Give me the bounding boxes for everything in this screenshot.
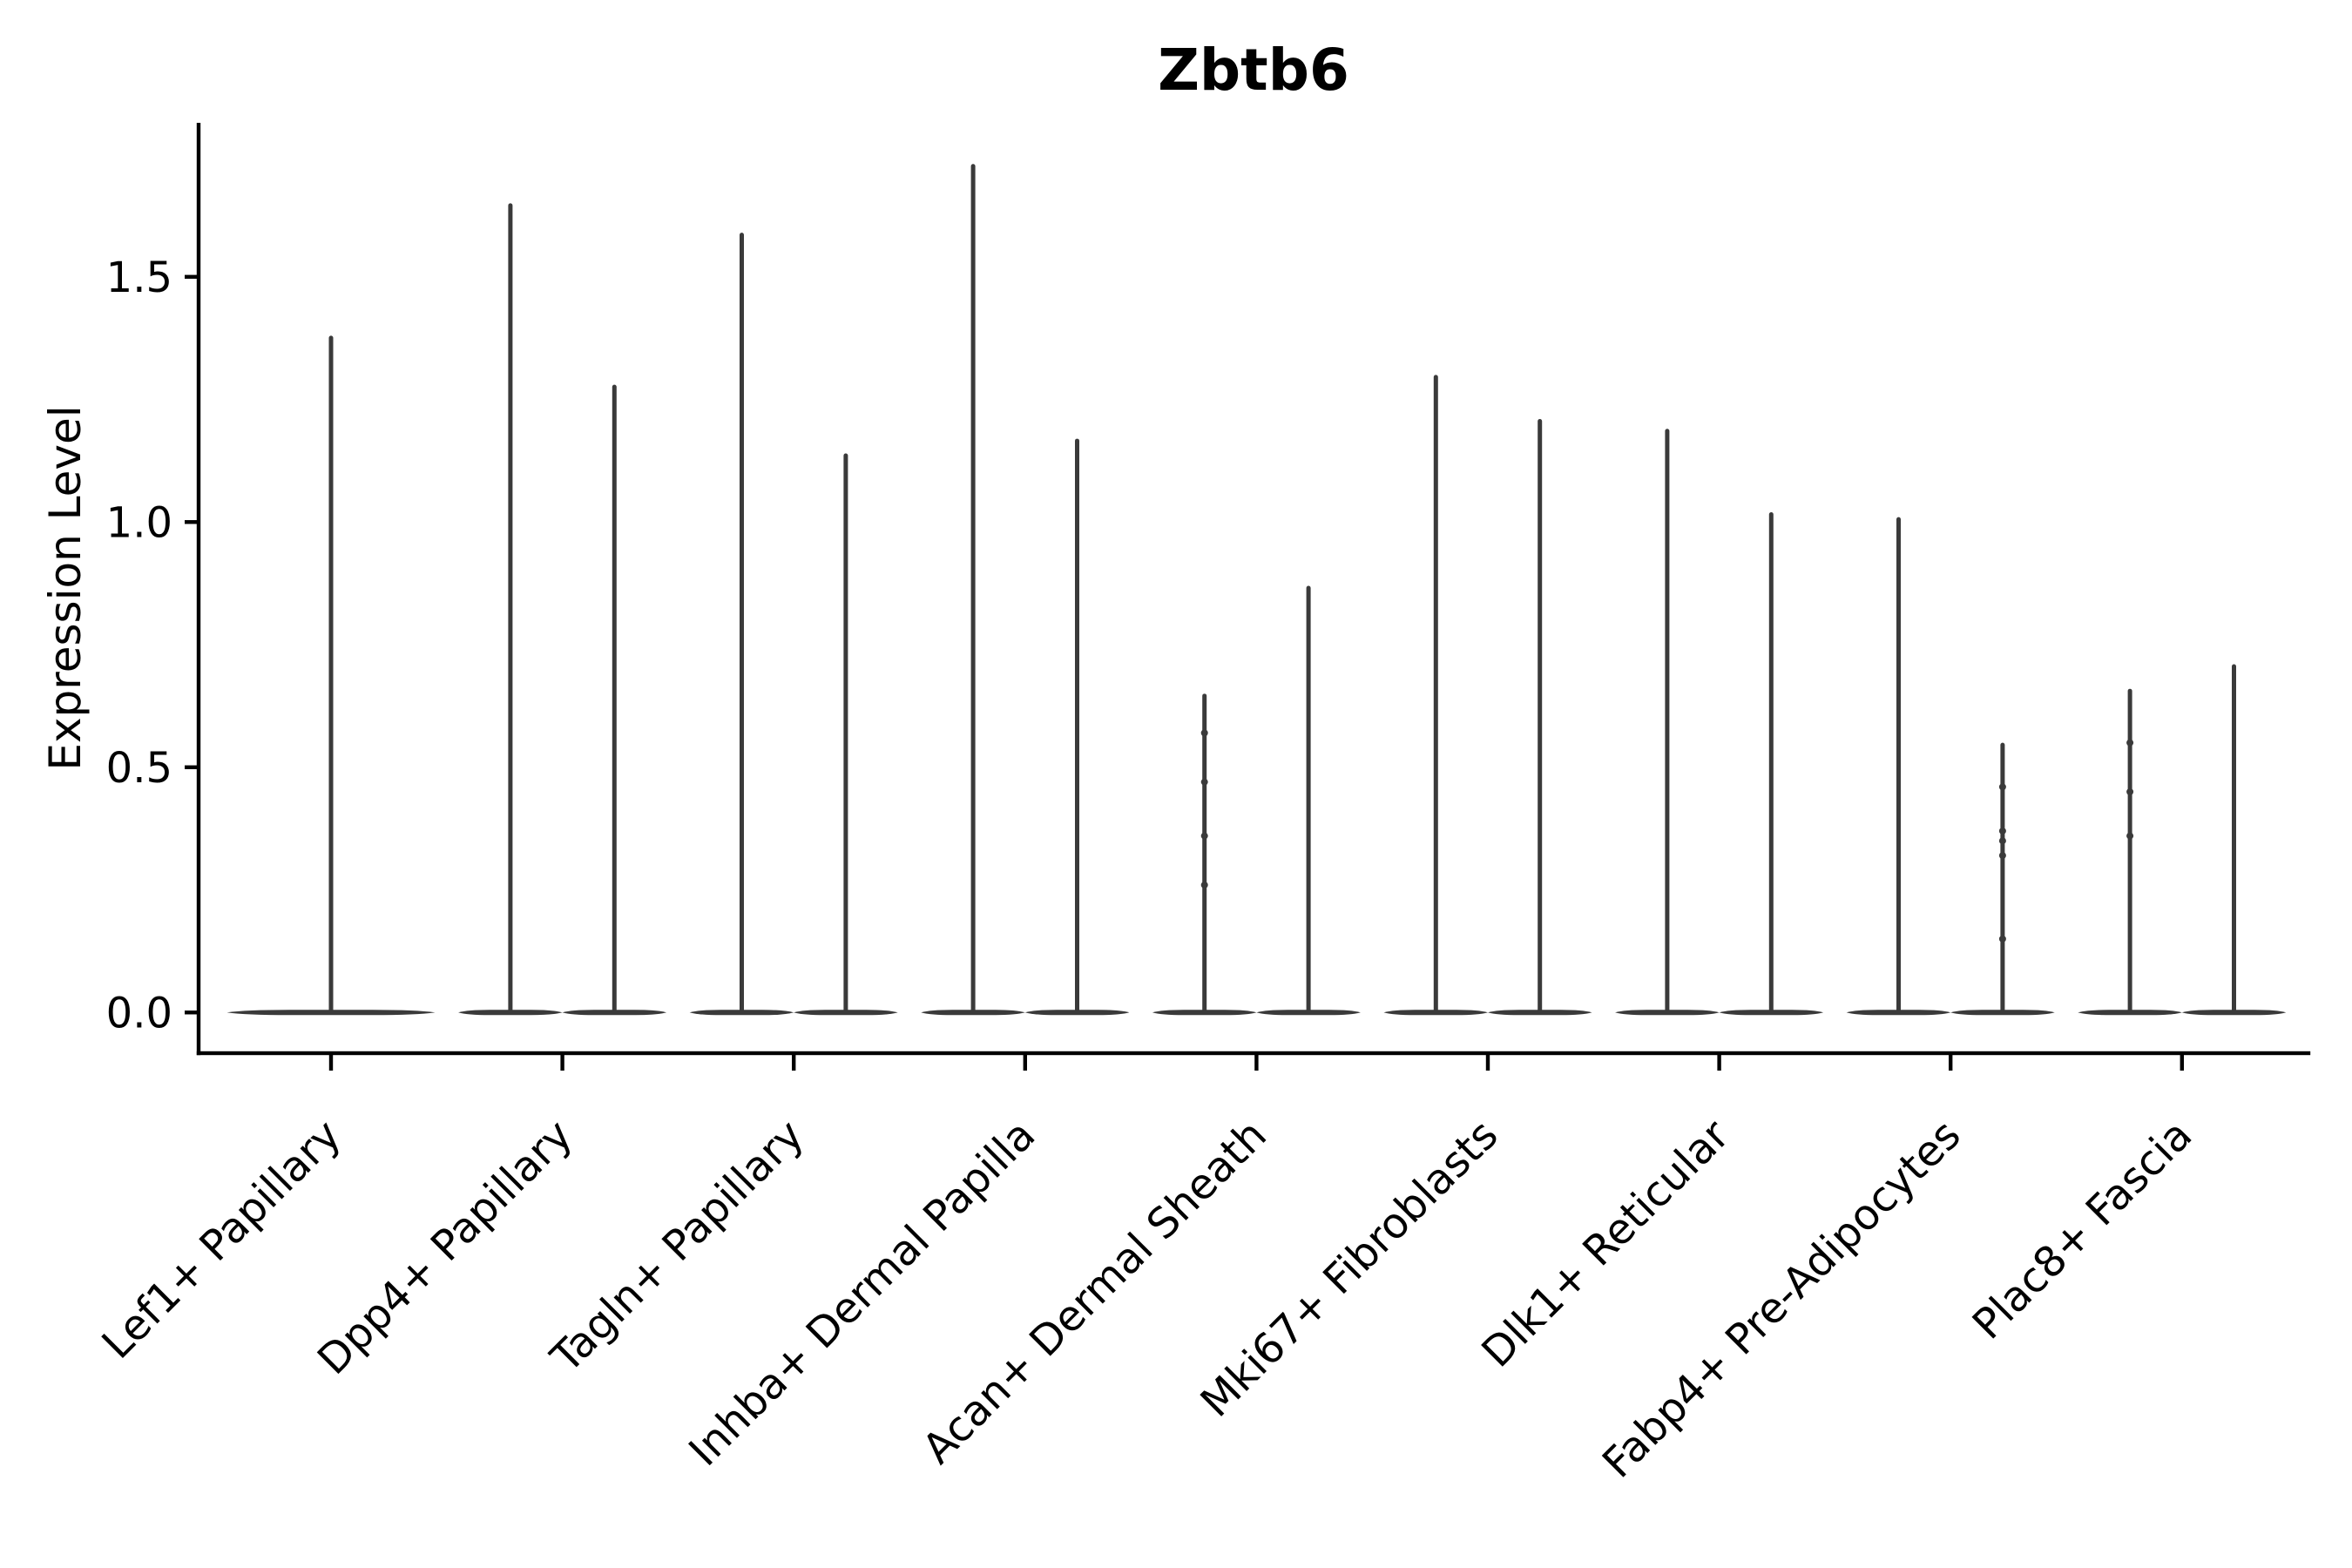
- x-tick-label: Lef1+ Papillary: [93, 1111, 351, 1369]
- violin-spike: [1538, 419, 1543, 1015]
- violin-spike: [1202, 693, 1207, 1015]
- violin-group: [226, 335, 436, 1016]
- violin-spike: [1075, 438, 1079, 1015]
- x-tick-label: Dlk1+ Reticular: [1472, 1111, 1739, 1377]
- chart-title: Zbtb6: [1158, 37, 1349, 104]
- violin-spike: [970, 164, 976, 1015]
- violin-point: [1998, 783, 2006, 791]
- violin-point: [2126, 739, 2134, 747]
- y-tick-label: 0.5: [106, 744, 172, 793]
- violin-spike: [740, 233, 744, 1015]
- violin-point: [1200, 778, 1208, 786]
- y-axis-label: Expression Level: [40, 405, 91, 770]
- violin-spike: [1306, 585, 1311, 1015]
- violin-point: [1998, 935, 2006, 943]
- violin-point: [1200, 729, 1208, 737]
- x-tick-label: Dpp4+ Papillary: [308, 1111, 582, 1384]
- y-tick-label: 0.0: [106, 989, 172, 1037]
- violin-group: [689, 233, 898, 1016]
- violin-point: [2126, 787, 2134, 795]
- y-tick-label: 1.0: [106, 498, 172, 547]
- violin-point: [1200, 881, 1208, 889]
- violin-spike: [1768, 512, 1774, 1015]
- violin-group: [1152, 585, 1361, 1016]
- x-tick-label: Plac8+ Fascia: [1963, 1111, 2202, 1349]
- violin-spike: [2000, 742, 2005, 1015]
- violin-point: [2126, 832, 2134, 840]
- violin-spike: [1665, 429, 1670, 1015]
- violin-group: [921, 164, 1130, 1016]
- violin-spike: [612, 384, 617, 1015]
- violin-group: [458, 203, 667, 1016]
- violin-point: [1200, 832, 1208, 840]
- violin-group: [1846, 517, 2055, 1016]
- y-tick-label: 1.5: [106, 253, 172, 302]
- violin-point: [1998, 827, 2006, 835]
- violin-group: [1383, 375, 1592, 1016]
- violin-point: [1998, 837, 2006, 845]
- violin-spike: [2127, 688, 2132, 1015]
- violin-spike: [843, 453, 848, 1015]
- violin-spike: [508, 203, 513, 1015]
- violin-spike: [328, 335, 334, 1015]
- violin-point: [1998, 852, 2006, 860]
- bottom-spine: [196, 1051, 2311, 1056]
- x-tick-label: Tagln+ Papillary: [541, 1111, 813, 1382]
- violin-spike: [2232, 664, 2236, 1015]
- violins-layer: [226, 164, 2287, 1016]
- violin-spike: [1896, 517, 1901, 1015]
- violin-spike: [1433, 375, 1438, 1015]
- violin-group: [2078, 664, 2287, 1016]
- violin-group: [1615, 429, 1824, 1016]
- left-spine: [196, 123, 201, 1056]
